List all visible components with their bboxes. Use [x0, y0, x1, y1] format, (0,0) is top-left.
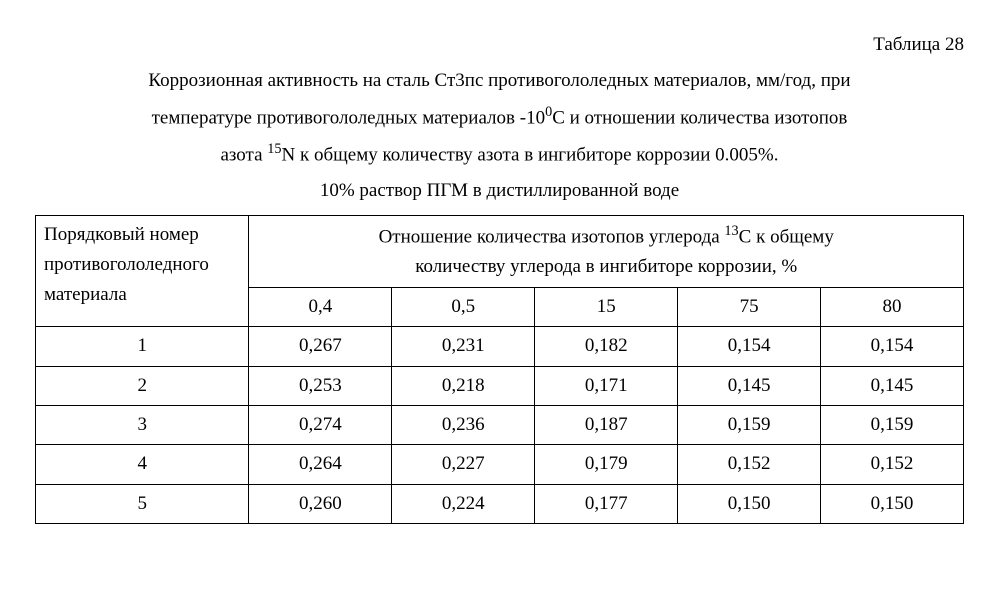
table-row: 2 0,253 0,218 0,171 0,145 0,145 — [36, 366, 964, 405]
row-header-line-3: материала — [44, 280, 240, 310]
data-cell: 0,171 — [535, 366, 678, 405]
data-cell: 0,267 — [249, 327, 392, 366]
column-group-line-1: Отношение количества изотопов углерода 1… — [257, 220, 955, 253]
row-number-cell: 5 — [36, 484, 249, 523]
data-cell: 0,187 — [535, 405, 678, 444]
table-row: 4 0,264 0,227 0,179 0,152 0,152 — [36, 445, 964, 484]
data-cell: 0,182 — [535, 327, 678, 366]
caption-line-2: температуре противогололедных материалов… — [35, 101, 964, 134]
data-cell: 0,218 — [392, 366, 535, 405]
column-header: 15 — [535, 287, 678, 326]
data-cell: 0,260 — [249, 484, 392, 523]
column-header: 0,5 — [392, 287, 535, 326]
caption-line-2-suffix: С и отношении количества изотопов — [552, 107, 847, 128]
caption-line-3: азота 15N к общему количеству азота в ин… — [35, 138, 964, 171]
col-group-l1-prefix: Отношение количества изотопов углерода — [379, 226, 725, 247]
caption-line-3-superscript: 15 — [267, 141, 281, 157]
column-group-line-2: количеству углерода в ингибиторе коррози… — [257, 252, 955, 282]
row-number-cell: 3 — [36, 405, 249, 444]
table-row: 1 0,267 0,231 0,182 0,154 0,154 — [36, 327, 964, 366]
data-cell: 0,231 — [392, 327, 535, 366]
data-cell: 0,236 — [392, 405, 535, 444]
data-cell: 0,154 — [821, 327, 964, 366]
table-row: 3 0,274 0,236 0,187 0,159 0,159 — [36, 405, 964, 444]
column-header: 0,4 — [249, 287, 392, 326]
data-cell: 0,152 — [678, 445, 821, 484]
table-number-label: Таблица 28 — [35, 30, 964, 60]
data-cell: 0,154 — [678, 327, 821, 366]
data-cell: 0,179 — [535, 445, 678, 484]
table-row: 5 0,260 0,224 0,177 0,150 0,150 — [36, 484, 964, 523]
data-cell: 0,274 — [249, 405, 392, 444]
data-cell: 0,253 — [249, 366, 392, 405]
row-header-line-2: противогололедного — [44, 250, 240, 280]
column-header: 80 — [821, 287, 964, 326]
data-cell: 0,224 — [392, 484, 535, 523]
data-cell: 0,150 — [678, 484, 821, 523]
data-cell: 0,264 — [249, 445, 392, 484]
column-group-header: Отношение количества изотопов углерода 1… — [249, 215, 964, 287]
row-number-cell: 2 — [36, 366, 249, 405]
caption-line-1: Коррозионная активность на сталь Ст3пс п… — [35, 66, 964, 96]
col-group-l1-suffix: С к общему — [739, 226, 834, 247]
table-caption: Коррозионная активность на сталь Ст3пс п… — [35, 66, 964, 170]
row-header-line-1: Порядковый номер — [44, 220, 240, 250]
data-cell: 0,145 — [678, 366, 821, 405]
caption-line-3-prefix: азота — [220, 144, 267, 165]
caption-line-2-prefix: температуре противогололедных материалов… — [152, 107, 545, 128]
row-header-cell: Порядковый номер противогололедного мате… — [36, 215, 249, 327]
caption-line-3-mid: N к общему количеству азота в ингибиторе… — [282, 144, 779, 165]
data-table: Порядковый номер противогололедного мате… — [35, 215, 964, 524]
col-group-l1-superscript: 13 — [724, 223, 738, 239]
data-cell: 0,152 — [821, 445, 964, 484]
column-header: 75 — [678, 287, 821, 326]
row-number-cell: 1 — [36, 327, 249, 366]
data-cell: 0,145 — [821, 366, 964, 405]
data-cell: 0,150 — [821, 484, 964, 523]
data-cell: 0,159 — [678, 405, 821, 444]
row-number-cell: 4 — [36, 445, 249, 484]
sub-caption: 10% раствор ПГМ в дистиллированной воде — [35, 176, 964, 206]
data-cell: 0,227 — [392, 445, 535, 484]
data-cell: 0,177 — [535, 484, 678, 523]
data-cell: 0,159 — [821, 405, 964, 444]
